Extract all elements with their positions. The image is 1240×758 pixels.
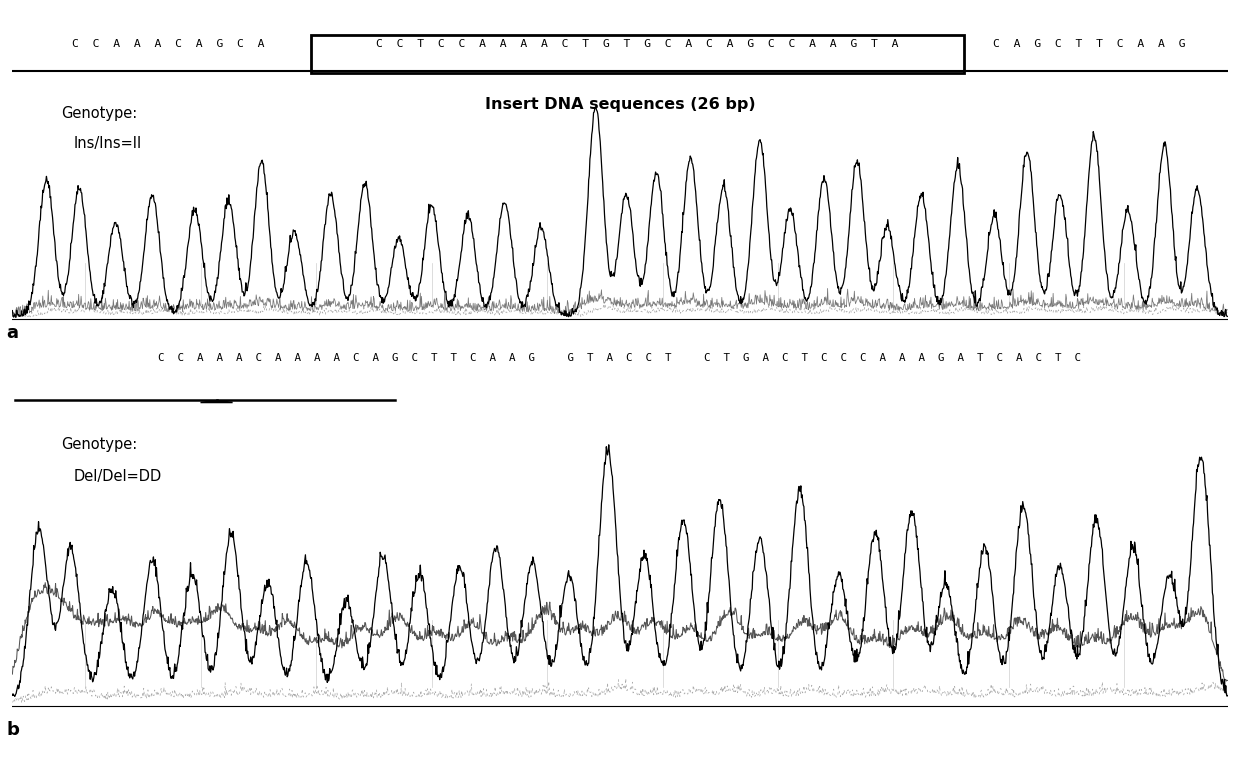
Text: C  A  G  C  T  T  C  A  A  G: C A G C T T C A A G (993, 39, 1185, 49)
Text: a: a (6, 324, 19, 342)
Text: Genotype:: Genotype: (61, 106, 138, 121)
Text: Ins/Ins=II: Ins/Ins=II (73, 136, 141, 152)
Text: C  C  A  A  A  C  A  A  A  A  C  A  G  C  T  T  C  A  A  G     G  T  A  C  C  T : C C A A A C A A A A C A G C T T C A A G … (159, 352, 1081, 362)
Text: Genotype:: Genotype: (61, 437, 138, 452)
Text: Insert DNA sequences (26 bp): Insert DNA sequences (26 bp) (485, 97, 755, 112)
Text: C  C  T  C  C  A  A  A  A  C  T  G  T  G  C  A  C  A  G  C  C  A  A  G  T  A: C C T C C A A A A C T G T G C A C A G C … (377, 39, 899, 49)
Text: C  C  A  A  A  C  A  G  C  A: C C A A A C A G C A (72, 39, 264, 49)
Text: Del/Del=DD: Del/Del=DD (73, 469, 161, 484)
Text: b: b (6, 721, 19, 738)
